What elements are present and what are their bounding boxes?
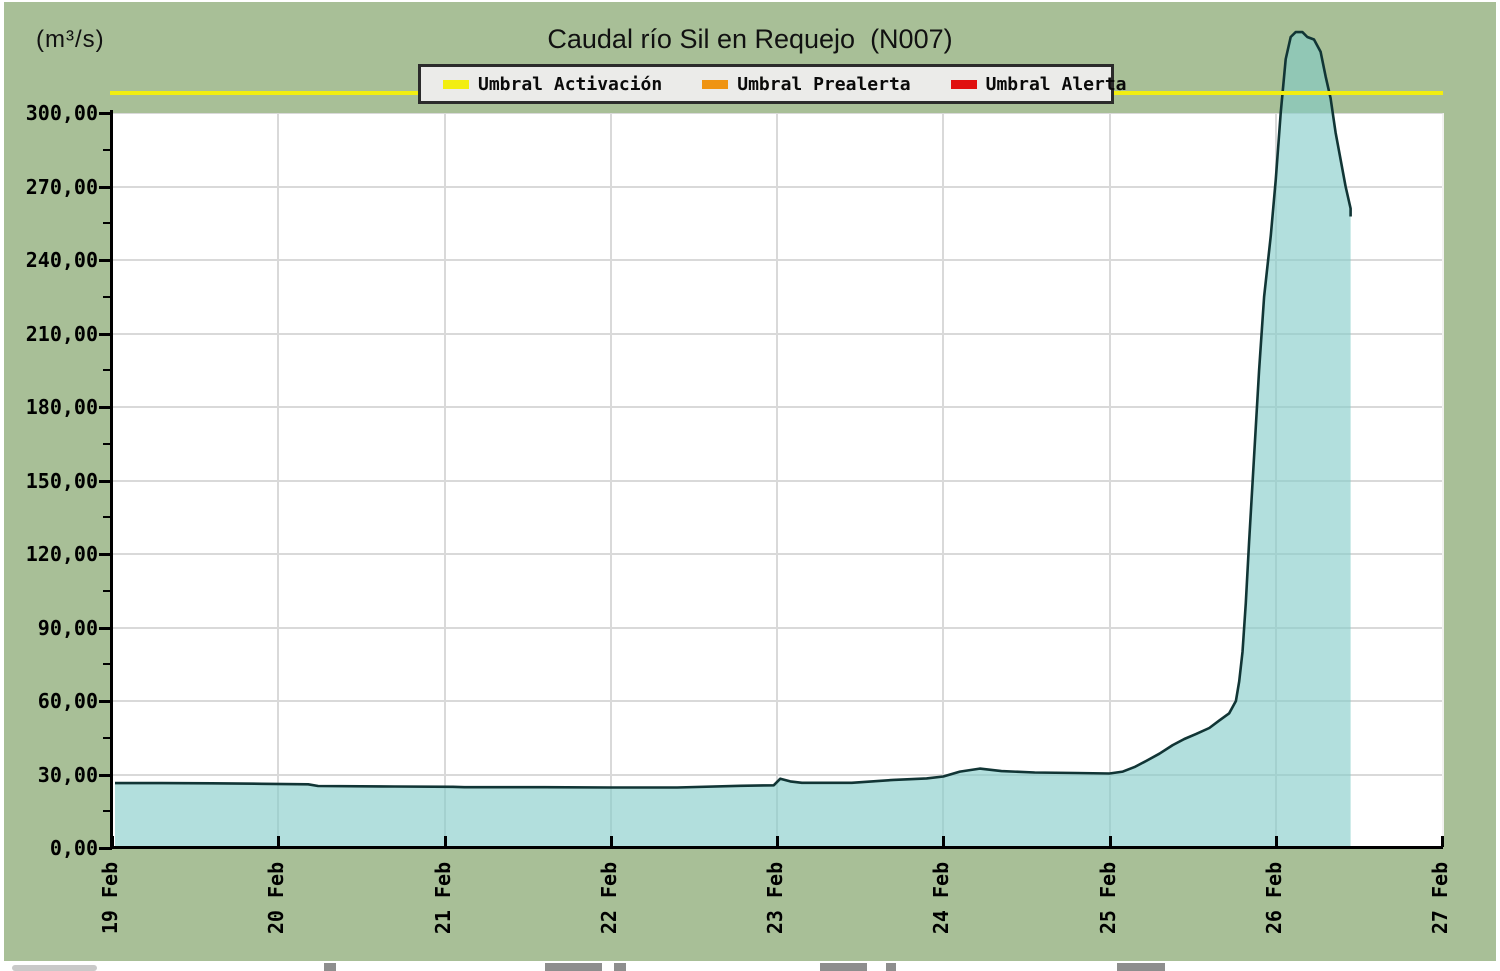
cutoff-artifact (1117, 963, 1165, 971)
y-minor-tick (103, 516, 112, 518)
legend-swatch-icon (702, 79, 729, 89)
x-tick-label: 21 Feb (431, 861, 455, 935)
x-tick-label: 23 Feb (763, 861, 787, 935)
y-tick (99, 553, 112, 556)
gridline-horizontal (113, 333, 1442, 335)
legend: Umbral Activación Umbral Prealerta Umbral … (418, 64, 1127, 104)
x-tick (1109, 836, 1112, 847)
y-tick-label: 0,00 (49, 836, 98, 860)
legend-swatch-icon (950, 79, 977, 89)
cutoff-artifact (614, 963, 626, 971)
legend-label: Umbral Prealerta (737, 73, 911, 95)
y-minor-tick (103, 222, 112, 224)
y-tick-label: 30,00 (37, 763, 98, 787)
y-tick-label: 150,00 (25, 469, 98, 493)
y-tick (99, 774, 112, 777)
legend-label: Umbral Alerta (985, 73, 1127, 95)
cutoff-artifact (886, 963, 896, 971)
y-tick-label: 90,00 (37, 616, 98, 640)
legend-item: Umbral Alerta (950, 73, 1127, 95)
legend-label: Umbral Activación (478, 73, 663, 95)
x-tick-label: 24 Feb (929, 861, 953, 935)
legend-item: Umbral Prealerta (702, 73, 911, 95)
y-axis-line (110, 110, 113, 849)
y-minor-tick (103, 443, 112, 445)
x-tick-label: 20 Feb (264, 861, 288, 935)
y-tick (99, 112, 112, 115)
x-tick (1441, 836, 1444, 847)
cutoff-artifact (820, 963, 867, 971)
y-minor-tick (103, 369, 112, 371)
y-tick (99, 847, 112, 850)
y-tick-label: 120,00 (25, 542, 98, 566)
x-tick-label: 25 Feb (1096, 861, 1120, 935)
x-axis-line (110, 846, 1443, 849)
x-tick-label: 27 Feb (1428, 861, 1452, 935)
x-tick (610, 836, 613, 847)
gridline-horizontal (113, 627, 1442, 629)
y-tick (99, 333, 112, 336)
y-tick-label: 300,00 (25, 101, 98, 125)
y-minor-tick (103, 737, 112, 739)
x-tick-label: 26 Feb (1262, 861, 1286, 935)
gridline-horizontal (113, 406, 1442, 408)
cutoff-artifact (545, 963, 602, 971)
x-tick-label: 22 Feb (597, 861, 621, 935)
y-minor-tick (103, 810, 112, 812)
y-tick-label: 180,00 (25, 395, 98, 419)
y-minor-tick (103, 590, 112, 592)
gridline-horizontal (113, 774, 1442, 776)
legend-item: Umbral Activación (443, 74, 662, 95)
y-minor-tick (103, 663, 112, 665)
y-tick (99, 259, 112, 262)
y-tick (99, 627, 112, 630)
y-tick-label: 210,00 (25, 322, 98, 346)
unit-label: (m³/s) (36, 26, 105, 53)
gridline-horizontal (113, 553, 1442, 555)
x-tick-label: 19 Feb (98, 861, 122, 935)
y-tick-label: 270,00 (25, 175, 98, 199)
y-tick (99, 186, 112, 189)
cutoff-artifact (12, 965, 97, 971)
x-tick (277, 836, 280, 847)
cutoff-artifact (324, 963, 336, 971)
y-minor-tick (103, 296, 112, 298)
legend-swatch-icon (443, 79, 469, 89)
gridline-horizontal (113, 480, 1442, 482)
chart-title: Caudal río Sil en Requejo (N007) (547, 24, 953, 54)
y-tick-label: 60,00 (37, 689, 98, 713)
bottom-strip (0, 961, 1500, 971)
y-tick (99, 700, 112, 703)
y-minor-tick (103, 149, 112, 151)
gridline-horizontal (113, 259, 1442, 261)
y-tick (99, 480, 112, 483)
gridline-horizontal (113, 700, 1442, 702)
x-tick (111, 836, 114, 847)
gridline-horizontal (113, 186, 1442, 188)
y-tick-label: 240,00 (25, 248, 98, 272)
x-tick (1275, 836, 1278, 847)
x-tick (942, 836, 945, 847)
y-tick (99, 406, 112, 409)
x-tick (444, 836, 447, 847)
x-tick (776, 836, 779, 847)
